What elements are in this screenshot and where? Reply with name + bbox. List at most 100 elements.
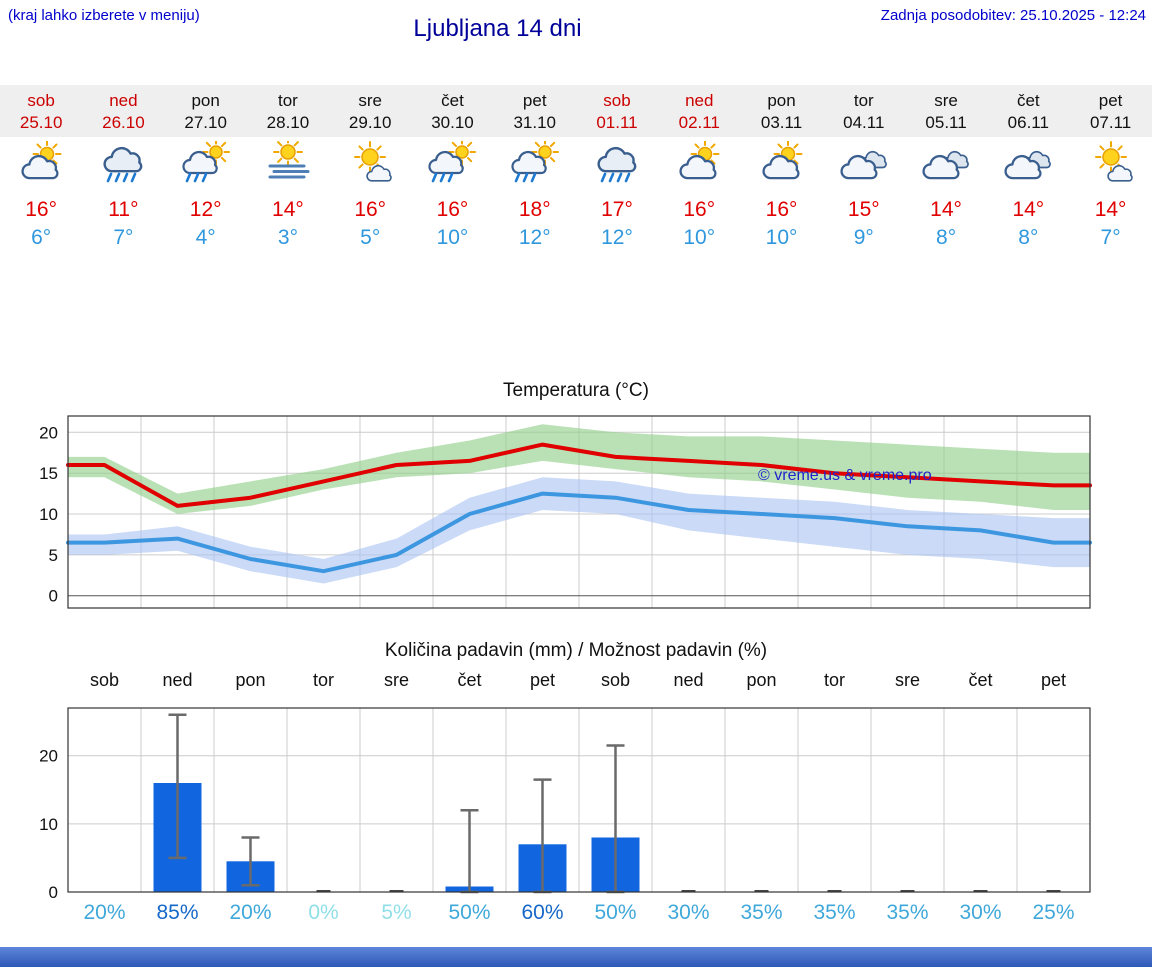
day-date: 31.10 [513,113,556,132]
precip-probability-row: 20% 85% 20% 0% 5% 50% 60% 50% 30% 35% 35% 35% 30% 25% [0,901,1152,929]
low-temp: 9° [853,226,874,249]
day-column: sob 25.10 16° 6° [0,85,82,254]
day-column: ned 02.11 16° 10° [658,85,740,254]
sun-shower-icon [494,137,576,195]
day-column: tor 28.10 14° 3° [247,85,329,254]
svg-text:10: 10 [39,815,58,834]
precip-day-label: sob [600,670,631,690]
high-temp: 18° [518,198,551,221]
day-name: sob [603,91,631,110]
day-name: čet [441,91,464,110]
precip-probability: 85% [156,901,199,924]
precip-day-label: čet [457,670,482,690]
low-temp: 7° [113,226,134,249]
high-temp: 14° [1012,198,1045,221]
mostly-sunny-icon [1069,137,1151,195]
high-temp: 14° [272,198,304,221]
low-temp: 3° [277,226,298,249]
precip-probability: 25% [1032,901,1075,924]
temperature-chart: 0 5 10 15 20 © vreme.us & vreme.pro [39,415,1092,609]
precip-probability: 20% [83,901,126,924]
cloudy-icon [987,137,1069,195]
day-column: sob 01.11 17° 12° [576,85,658,254]
rain-icon [576,137,658,195]
high-temp: 16° [765,198,798,221]
footer-bar [0,947,1152,967]
low-temp: 12° [518,226,551,249]
precip-probability: 35% [740,901,783,924]
svg-text:0: 0 [49,587,58,606]
day-name: sre [934,91,958,110]
precip-day-label: ned [673,670,704,690]
high-temp: 14° [1094,198,1127,221]
day-name: pet [522,91,547,110]
precip-day-label: sre [383,670,410,690]
day-name: tor [278,91,298,110]
low-temp: 6° [31,226,52,249]
day-date: 05.11 [925,113,967,132]
mostly-sunny-icon [329,137,411,195]
day-column: pet 31.10 18° 12° [494,85,576,254]
precip-probability: 30% [959,901,1002,924]
precip-probability: 60% [521,901,564,924]
day-date: 30.10 [431,113,474,132]
day-date: 03.11 [760,113,803,132]
svg-text:20: 20 [39,423,58,442]
low-temp: 7° [1100,226,1121,249]
precip-probability: 5% [381,901,412,924]
day-date: 26.10 [102,113,145,132]
precip-day-label: pon [235,670,266,690]
precip-day-labels: sob ned pon tor sre čet pet sob ned pon tor sre čet p… [0,670,1152,694]
day-date: 07.11 [1089,113,1132,132]
precip-probability: 50% [594,901,637,924]
precip-day-label: sob [89,670,120,690]
low-temp: 8° [1018,226,1039,249]
day-name: pon [191,91,220,110]
fog-sun-icon [247,137,329,195]
day-date: 27.10 [184,113,227,132]
forecast-strip: sob 25.10 16° 6° ned 26.10 11° 7° pon 27.10 12° 4° t… [0,85,1152,254]
low-temp: 4° [195,226,216,249]
page-title: Ljubljana 14 dni [413,15,582,42]
day-name: čet [1016,91,1040,110]
day-name: sre [358,91,382,110]
precip-day-label: ned [162,670,193,690]
precipitation-chart-title: Količina padavin (mm) / Možnost padavin … [384,640,768,661]
precip-day-label: sre [894,670,921,690]
day-name: ned [109,91,138,110]
partly-cloudy-icon [658,137,740,195]
high-temp: 16° [354,198,387,221]
cloudy-icon [823,137,905,195]
high-temp: 12° [189,198,222,221]
sun-shower-icon [165,137,247,195]
precip-probability: 35% [886,901,929,924]
partly-cloudy-icon [0,137,82,195]
day-name: pet [1098,91,1123,110]
day-date: 06.11 [1007,113,1049,132]
low-temp: 5° [360,226,381,249]
high-temp: 16° [25,198,58,221]
day-column: čet 30.10 16° 10° [411,85,493,254]
day-date: 02.11 [678,113,720,132]
temperature-chart-title: Temperatura (°C) [503,380,649,401]
low-temp: 10° [436,226,469,249]
precip-probability: 30% [667,901,710,924]
high-temp: 17° [601,198,633,221]
rain-icon [82,137,164,195]
day-date: 28.10 [266,113,310,132]
day-column: pon 03.11 16° 10° [740,85,822,254]
precip-day-label: tor [312,670,335,690]
high-temp: 16° [683,198,716,221]
day-column: sre 05.11 14° 8° [905,85,987,254]
day-date: 29.10 [348,113,392,132]
high-temp: 16° [436,198,469,221]
svg-text:0: 0 [49,883,58,900]
precip-day-label: pon [746,670,777,690]
high-temp: 15° [847,198,880,221]
watermark-link[interactable]: © vreme.us & vreme.pro [758,467,932,484]
high-temp: 14° [930,198,962,221]
svg-text:5: 5 [49,546,58,565]
precip-day-label: pet [529,670,556,690]
day-column: pon 27.10 12° 4° [165,85,247,254]
